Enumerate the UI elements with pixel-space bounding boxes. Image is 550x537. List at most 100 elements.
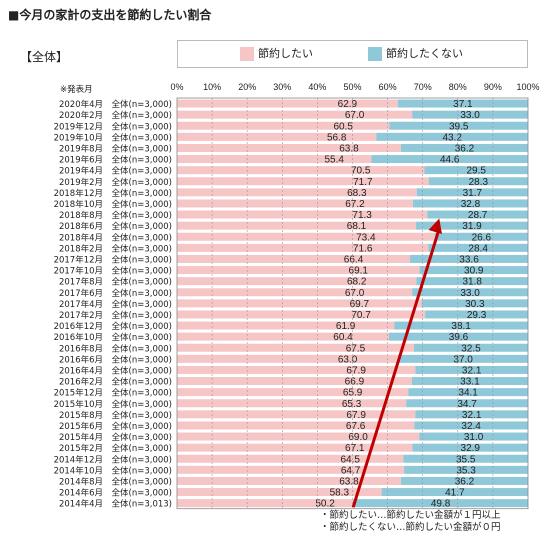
- data-label-no-save: 32.5: [461, 343, 481, 354]
- data-label-no-save: 29.5: [466, 166, 486, 177]
- data-label-no-save: 38.1: [451, 321, 471, 332]
- data-label-want-save: 71.3: [352, 210, 372, 221]
- category-label: 2017年6月 全体(n=3,000): [59, 288, 172, 299]
- data-label-want-save: 71.6: [353, 243, 373, 254]
- category-label: 2015年4月 全体(n=3,000): [59, 432, 172, 443]
- bar-segment-want-save: [177, 465, 405, 474]
- category-label: 2015年6月 全体(n=3,000): [59, 421, 172, 432]
- chart-title: ■今月の家計の支出を節約したい割合: [8, 8, 212, 22]
- bar-segment-no-save: [406, 399, 528, 408]
- data-label-want-save: 64.7: [341, 465, 361, 476]
- category-label: 2020年4月 全体(n=3,000): [59, 99, 172, 110]
- data-label-no-save: 31.9: [462, 221, 482, 232]
- bar-segment-want-save: [177, 365, 416, 374]
- data-label-want-save: 65.3: [342, 399, 362, 410]
- category-label: 2014年4月 全体(n=3,013): [59, 499, 172, 510]
- category-label: 2015年12月 全体(n=3,000): [54, 388, 172, 399]
- bar-segment-want-save: [177, 432, 420, 441]
- bar-segment-no-save: [371, 155, 528, 164]
- category-label: 2017年8月 全体(n=3,000): [59, 277, 172, 288]
- bar-segment-want-save: [177, 254, 411, 263]
- data-label-want-save: 68.2: [347, 277, 367, 288]
- data-label-no-save: 36.2: [455, 143, 475, 154]
- category-label: 2014年6月 全体(n=3,000): [59, 488, 172, 499]
- data-label-want-save: 58.3: [330, 488, 350, 499]
- data-label-want-save: 50.2: [315, 499, 335, 510]
- data-label-no-save: 43.2: [442, 132, 462, 143]
- data-label-want-save: 67.0: [345, 288, 365, 299]
- legend: 節約したい 節約したくない: [177, 40, 528, 68]
- bar-segment-want-save: [177, 288, 413, 297]
- data-label-no-save: 32.4: [461, 421, 481, 432]
- bar-segment-no-save: [376, 132, 528, 141]
- data-label-no-save: 37.0: [453, 354, 473, 365]
- category-label: 2015年8月 全体(n=3,000): [59, 410, 172, 421]
- x-tick-label: 70%: [414, 82, 432, 92]
- bar-segment-no-save: [394, 321, 528, 330]
- data-label-no-save: 32.1: [462, 365, 482, 376]
- data-label-want-save: 67.2: [345, 199, 365, 210]
- data-label-want-save: 63.8: [339, 143, 359, 154]
- data-label-no-save: 29.3: [467, 310, 487, 321]
- data-label-no-save: 28.3: [469, 177, 489, 188]
- category-label: 2016年12月 全体(n=3,000): [54, 321, 172, 332]
- bar-segment-want-save: [177, 354, 399, 363]
- data-label-want-save: 65.9: [343, 388, 363, 399]
- x-tick-label: 0%: [170, 82, 183, 92]
- data-label-no-save: 31.7: [463, 188, 483, 199]
- bar-segment-want-save: [177, 199, 413, 208]
- bar-segment-no-save: [389, 121, 528, 130]
- data-label-no-save: 30.9: [464, 266, 484, 277]
- bar-segment-no-save: [416, 221, 528, 230]
- bar-segment-no-save: [413, 343, 528, 352]
- category-label: 2019年10月 全体(n=3,000): [54, 132, 172, 143]
- data-label-want-save: 56.8: [327, 132, 347, 143]
- bar-segment-want-save: [177, 132, 377, 141]
- legend-item-no-save: 節約したくない: [368, 47, 463, 61]
- bar-segment-no-save: [400, 476, 528, 485]
- category-label: 2020年2月 全体(n=3,000): [59, 110, 172, 121]
- category-label: 2015年2月 全体(n=3,000): [59, 443, 172, 454]
- bar-segment-no-save: [381, 488, 528, 497]
- category-label: 2018年10月 全体(n=3,000): [54, 199, 172, 210]
- data-label-no-save: 33.6: [459, 254, 479, 265]
- category-label: 2018年2月 全体(n=3,000): [59, 243, 172, 254]
- data-label-no-save: 32.9: [461, 443, 481, 454]
- segment-label: 【全体】: [20, 50, 69, 64]
- data-label-no-save: 49.8: [431, 499, 451, 510]
- category-label: 2019年6月 全体(n=3,000): [59, 155, 172, 166]
- category-label: 2018年8月 全体(n=3,000): [59, 210, 172, 221]
- bar-segment-want-save: [177, 443, 413, 452]
- data-label-want-save: 60.5: [333, 121, 353, 132]
- bar-segment-no-save: [400, 143, 528, 152]
- bar-segment-want-save: [177, 476, 401, 485]
- plot-frame: [176, 97, 529, 510]
- bar-segment-want-save: [177, 188, 417, 197]
- date-header: ※発表月: [60, 84, 93, 95]
- x-tick-label: 40%: [308, 82, 326, 92]
- bar-segment-no-save: [416, 188, 528, 197]
- category-label: 2014年8月 全体(n=3,000): [59, 476, 172, 487]
- data-label-want-save: 69.0: [348, 432, 368, 443]
- bar-segment-no-save: [397, 99, 528, 108]
- x-tick-label: 20%: [238, 82, 256, 92]
- bar-segment-no-save: [427, 210, 528, 219]
- bar-segment-want-save: [177, 232, 435, 241]
- data-label-want-save: 61.9: [336, 321, 356, 332]
- category-label: 2016年6月 全体(n=3,000): [59, 354, 172, 365]
- data-label-want-save: 69.1: [349, 266, 369, 277]
- bar-segment-no-save: [404, 465, 528, 474]
- data-label-want-save: 68.1: [347, 221, 367, 232]
- data-label-no-save: 39.5: [449, 121, 469, 132]
- x-tick-label: 50%: [343, 82, 361, 92]
- bar-segment-want-save: [177, 210, 428, 219]
- bar-segment-want-save: [177, 121, 390, 130]
- x-tick-label: 80%: [449, 82, 467, 92]
- category-label: 2016年4月 全体(n=3,000): [59, 365, 172, 376]
- data-label-no-save: 36.2: [455, 476, 475, 487]
- data-label-want-save: 67.9: [346, 365, 366, 376]
- data-label-no-save: 37.1: [453, 99, 473, 110]
- category-label: 2016年10月 全体(n=3,000): [54, 332, 172, 343]
- category-label: 2016年2月 全体(n=3,000): [59, 377, 172, 388]
- bar-segment-no-save: [415, 410, 528, 419]
